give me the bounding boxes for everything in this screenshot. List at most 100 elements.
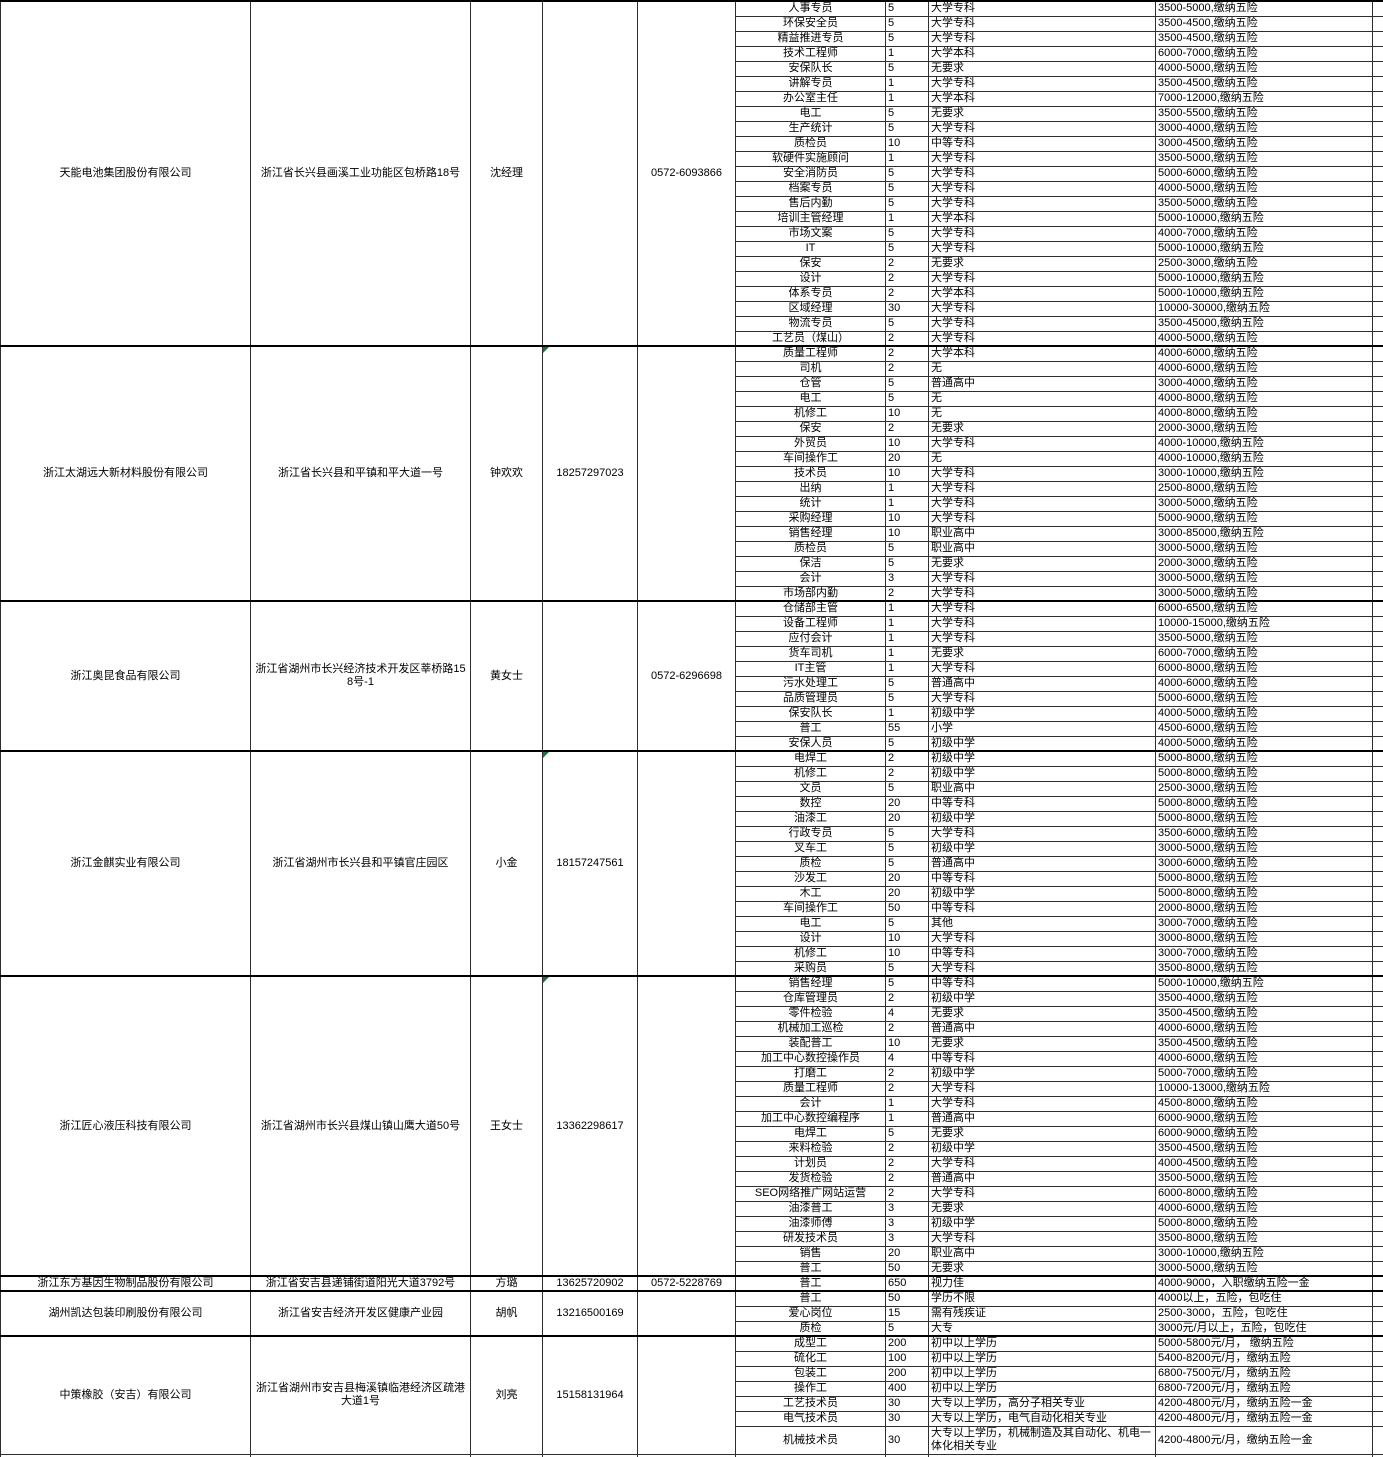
edge-cell[interactable]: [1373, 61, 1383, 76]
headcount-cell[interactable]: 2: [886, 256, 929, 271]
salary-cell[interactable]: 4000-6000,缴纳五险: [1156, 1021, 1373, 1036]
job-title-cell[interactable]: 安全消防员: [736, 166, 886, 181]
education-cell[interactable]: 大学专科: [929, 586, 1156, 601]
salary-cell[interactable]: 4200-4800元/月，缴纳五险一金: [1156, 1426, 1373, 1454]
edge-cell[interactable]: [1373, 916, 1383, 931]
edge-cell[interactable]: [1373, 721, 1383, 736]
headcount-cell[interactable]: 5: [886, 1, 929, 16]
edge-cell[interactable]: [1373, 586, 1383, 601]
salary-cell[interactable]: 3000-6000,缴纳五险: [1156, 856, 1373, 871]
job-title-cell[interactable]: 成型工: [736, 1336, 886, 1351]
edge-cell[interactable]: [1373, 271, 1383, 286]
education-cell[interactable]: 普通高中: [929, 1171, 1156, 1186]
headcount-cell[interactable]: 5: [886, 391, 929, 406]
salary-cell[interactable]: 6800-7200元/月，缴纳五险: [1156, 1381, 1373, 1396]
headcount-cell[interactable]: 5: [886, 61, 929, 76]
education-cell[interactable]: 无要求: [929, 1201, 1156, 1216]
education-cell[interactable]: 其他: [929, 916, 1156, 931]
education-cell[interactable]: 初级中学: [929, 1216, 1156, 1231]
mobile-phone-cell[interactable]: 15158131964: [543, 1336, 638, 1454]
salary-cell[interactable]: 4500-6000,缴纳五险: [1156, 721, 1373, 736]
headcount-cell[interactable]: 2: [886, 1081, 929, 1096]
landline-phone-cell[interactable]: [638, 346, 736, 601]
education-cell[interactable]: 初级中学: [929, 841, 1156, 856]
job-title-cell[interactable]: 普工: [736, 1291, 886, 1306]
edge-cell[interactable]: [1373, 1321, 1383, 1336]
edge-cell[interactable]: [1373, 826, 1383, 841]
education-cell[interactable]: 大学专科: [929, 931, 1156, 946]
salary-cell[interactable]: 4200-4800元/月，缴纳五险一金: [1156, 1396, 1373, 1411]
headcount-cell[interactable]: 5: [886, 541, 929, 556]
education-cell[interactable]: 无要求: [929, 1261, 1156, 1276]
headcount-cell[interactable]: 5: [886, 976, 929, 991]
job-title-cell[interactable]: 电气技术员: [736, 1411, 886, 1426]
education-cell[interactable]: 大学专科: [929, 301, 1156, 316]
edge-cell[interactable]: [1373, 526, 1383, 541]
education-cell[interactable]: 大学专科: [929, 616, 1156, 631]
education-cell[interactable]: 大学专科: [929, 271, 1156, 286]
edge-cell[interactable]: [1373, 1276, 1383, 1291]
mobile-phone-cell[interactable]: 18257297023: [543, 346, 638, 601]
salary-cell[interactable]: 4000-6000,缴纳五险: [1156, 361, 1373, 376]
headcount-cell[interactable]: 2: [886, 1156, 929, 1171]
job-title-cell[interactable]: 工艺技术员: [736, 1396, 886, 1411]
edge-cell[interactable]: [1373, 151, 1383, 166]
headcount-cell[interactable]: 1: [886, 631, 929, 646]
contact-person-cell[interactable]: 刘亮: [471, 1336, 543, 1454]
edge-cell[interactable]: [1373, 1231, 1383, 1246]
headcount-cell[interactable]: 10: [886, 526, 929, 541]
edge-cell[interactable]: [1373, 421, 1383, 436]
headcount-cell[interactable]: 5: [886, 121, 929, 136]
job-title-cell[interactable]: 安保队长: [736, 61, 886, 76]
salary-cell[interactable]: 4000-6000,缴纳五险: [1156, 346, 1373, 361]
education-cell[interactable]: 职业高中: [929, 526, 1156, 541]
job-title-cell[interactable]: 车间操作工: [736, 451, 886, 466]
salary-cell[interactable]: 5000-6000,缴纳五险: [1156, 166, 1373, 181]
edge-cell[interactable]: [1373, 511, 1383, 526]
headcount-cell[interactable]: 5: [886, 316, 929, 331]
headcount-cell[interactable]: 20: [886, 811, 929, 826]
job-title-cell[interactable]: 销售: [736, 1246, 886, 1261]
headcount-cell[interactable]: 2: [886, 1021, 929, 1036]
job-title-cell[interactable]: 计划员: [736, 1156, 886, 1171]
landline-phone-cell[interactable]: [638, 751, 736, 976]
salary-cell[interactable]: 10000-30000,缴纳五险: [1156, 301, 1373, 316]
education-cell[interactable]: 无: [929, 451, 1156, 466]
job-title-cell[interactable]: 电工: [736, 106, 886, 121]
edge-cell[interactable]: [1373, 991, 1383, 1006]
company-name-cell[interactable]: 天能电池集团股份有限公司: [1, 1, 251, 346]
headcount-cell[interactable]: 1: [886, 151, 929, 166]
job-title-cell[interactable]: 行政专员: [736, 826, 886, 841]
job-title-cell[interactable]: 质检员: [736, 541, 886, 556]
mobile-phone-cell[interactable]: 13625720902: [543, 1276, 638, 1291]
headcount-cell[interactable]: 100: [886, 1351, 929, 1366]
headcount-cell[interactable]: 1: [886, 616, 929, 631]
edge-cell[interactable]: [1373, 376, 1383, 391]
headcount-cell[interactable]: 10: [886, 946, 929, 961]
job-title-cell[interactable]: 统计: [736, 496, 886, 511]
job-title-cell[interactable]: 研发技术员: [736, 1231, 886, 1246]
salary-cell[interactable]: 3500-4500,缴纳五险: [1156, 1006, 1373, 1021]
edge-cell[interactable]: [1373, 1, 1383, 16]
headcount-cell[interactable]: 5: [886, 181, 929, 196]
education-cell[interactable]: 中等专科: [929, 976, 1156, 991]
headcount-cell[interactable]: 20: [886, 1246, 929, 1261]
headcount-cell[interactable]: 2: [886, 346, 929, 361]
headcount-cell[interactable]: 2: [886, 751, 929, 766]
job-title-cell[interactable]: 来料检验: [736, 1141, 886, 1156]
company-address-cell[interactable]: 浙江省安吉县递铺街道阳光大道3792号: [251, 1276, 471, 1291]
edge-cell[interactable]: [1373, 1366, 1383, 1381]
edge-cell[interactable]: [1373, 796, 1383, 811]
education-cell[interactable]: 小学: [929, 721, 1156, 736]
mobile-phone-cell[interactable]: [543, 601, 638, 751]
job-title-cell[interactable]: 仓储部主管: [736, 601, 886, 616]
headcount-cell[interactable]: 1: [886, 211, 929, 226]
edge-cell[interactable]: [1373, 1216, 1383, 1231]
mobile-phone-cell[interactable]: [543, 1, 638, 346]
education-cell[interactable]: 无要求: [929, 106, 1156, 121]
job-title-cell[interactable]: 油漆普工: [736, 1201, 886, 1216]
headcount-cell[interactable]: 650: [886, 1276, 929, 1291]
salary-cell[interactable]: 6800-7500元/月，缴纳五险: [1156, 1366, 1373, 1381]
education-cell[interactable]: 中等专科: [929, 796, 1156, 811]
salary-cell[interactable]: 3500-8000,缴纳五险: [1156, 1231, 1373, 1246]
